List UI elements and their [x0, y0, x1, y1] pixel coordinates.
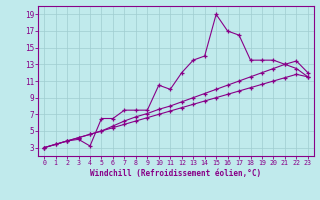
X-axis label: Windchill (Refroidissement éolien,°C): Windchill (Refroidissement éolien,°C): [91, 169, 261, 178]
